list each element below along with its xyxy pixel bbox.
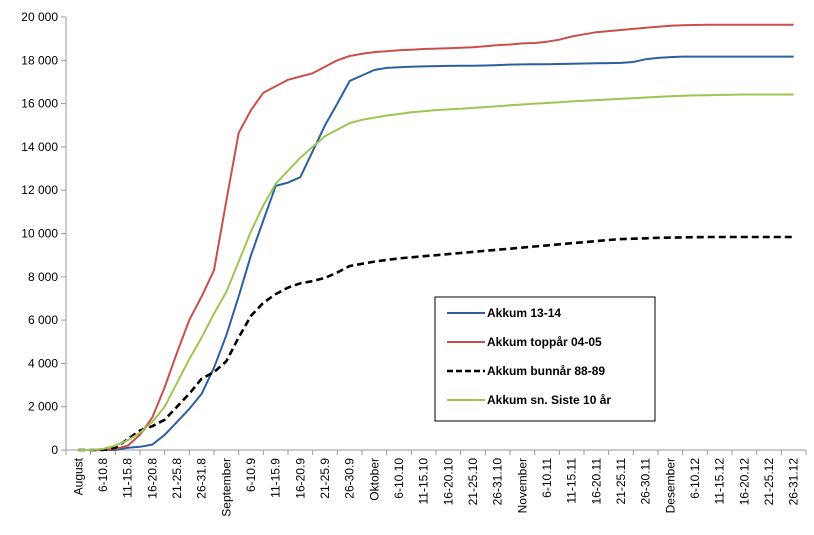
x-tick-label: 11-15.9 [269,458,283,498]
legend-label: Akkum sn. Siste 10 år [487,393,611,407]
series-lines [78,23,794,452]
x-tick-label: 21-25.9 [318,458,332,499]
x-tick-label: 16-20.10 [441,458,455,506]
x-tick-label: 16-20.11 [589,458,603,505]
x-tick-label: September [219,458,233,517]
x-tick-label: 21-25.12 [762,458,776,506]
x-tick-label: 26-31.10 [491,458,505,506]
series-line-1 [78,23,794,451]
y-axis: 0 2 000 4 000 6 000 8 000 10 000 12 000 14 000 1… [21,10,67,457]
y-tick-label: 0 [51,443,58,457]
series-line-0 [78,55,794,451]
legend: Akkum 13-14 Akkum toppår 04-05 Akkum bunnå… [434,296,656,422]
y-tick-label: 2 000 [28,400,58,414]
x-tick-label: 11-15.10 [417,458,431,505]
series-line-2 [78,235,794,452]
x-tick-label: 21-25.10 [466,458,480,506]
x-tick-label: 6-10.8 [96,458,110,492]
x-tick-label: November [515,458,529,513]
x-tick-label: Desember [663,458,677,513]
x-tick-label: 26-30.11 [639,458,653,505]
legend-label: Akkum toppår 04-05 [487,335,602,349]
y-tick-label: 12 000 [21,183,58,197]
legend-label: Akkum 13-14 [487,306,561,320]
x-tick-label: 16-20.12 [737,458,751,506]
x-axis: August 6-10.8 11-15.8 16-20.8 21-25.8 26-31.8… [65,449,807,517]
y-tick-label: 10 000 [21,227,58,241]
y-tick-label: 14 000 [21,140,58,154]
legend-label: Akkum bunnår 88-89 [487,364,605,378]
x-tick-label: 21-25.11 [614,458,628,505]
x-tick-label: 6-10.10 [392,458,406,499]
x-tick-label: 26-31.8 [195,458,209,499]
y-tick-label: 18 000 [21,53,58,67]
y-tick-label: 4 000 [28,356,58,370]
y-tick-label: 20 000 [21,10,58,24]
x-tick-label: 11-15.8 [121,458,135,498]
y-tick-label: 16 000 [21,97,58,111]
x-tick-label: 21-25.8 [170,458,184,499]
x-tick-label: 6-10.11 [540,458,554,498]
x-tick-label: 26-30.9 [343,458,357,499]
x-tick-label: Oktober [367,458,381,501]
x-tick-label: 16-20.8 [145,458,159,499]
y-tick-label: 8 000 [28,270,58,284]
series-line-3 [78,93,794,451]
y-tick-label: 6 000 [28,313,58,327]
x-tick-label: 26-31.12 [787,458,801,506]
x-tick-label: 11-15.11 [565,458,579,504]
x-tick-label: 6-10.12 [688,458,702,499]
x-tick-label: 6-10.9 [244,458,258,492]
x-tick-label: 16-20.9 [293,458,307,499]
x-tick-label: 11-15.12 [713,458,727,505]
x-tick-label: August [71,457,85,495]
